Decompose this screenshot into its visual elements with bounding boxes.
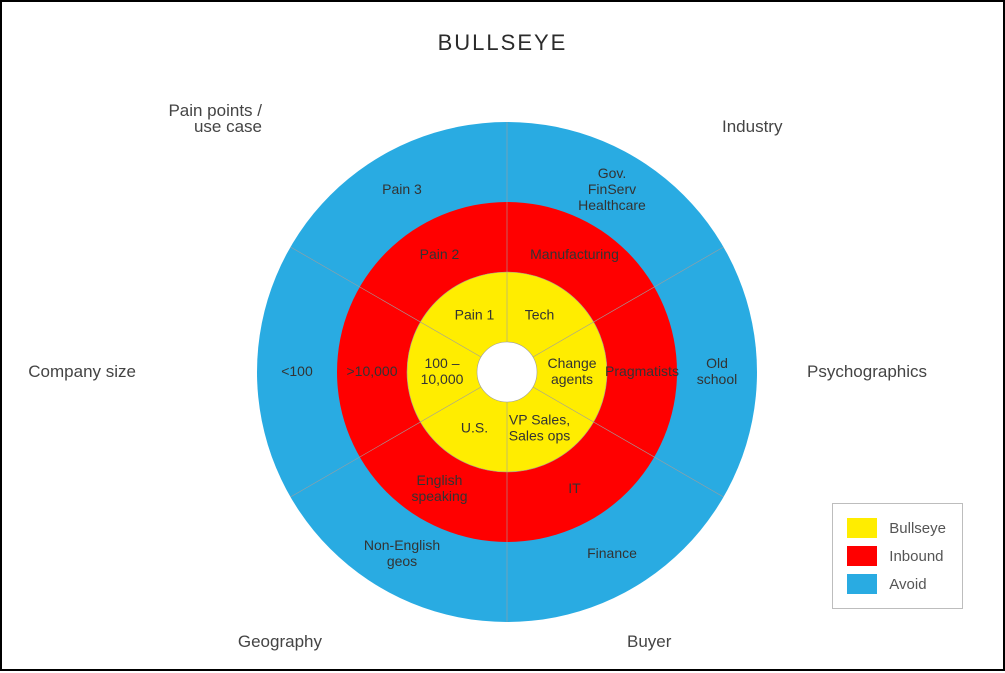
cell-company-size-middle: >10,000: [347, 363, 398, 379]
cell-geography-middle: Englishspeaking: [411, 472, 467, 504]
dimension-label-pain-points: Pain points /use case: [168, 101, 262, 136]
cell-pain-points-inner: Pain 1: [455, 307, 495, 323]
bullseye-frame: BULLSEYE TechManufacturingGov.FinServHea…: [0, 0, 1005, 671]
cell-company-size-inner: 100 –10,000: [421, 355, 464, 387]
cell-psychographics-inner: Changeagents: [547, 355, 596, 387]
ring-hole: [477, 342, 537, 402]
dimension-label-psychographics: Psychographics: [807, 362, 927, 381]
dimension-label-buyer: Buyer: [627, 632, 672, 651]
cell-buyer-inner: VP Sales,Sales ops: [509, 411, 570, 443]
cell-pain-points-outer: Pain 3: [382, 181, 422, 197]
cell-industry-inner: Tech: [525, 307, 555, 323]
legend-label: Bullseye: [889, 520, 946, 537]
cell-psychographics-middle: Pragmatists: [605, 363, 679, 379]
legend-swatch: [847, 574, 877, 594]
legend-swatch: [847, 518, 877, 538]
legend-swatch: [847, 546, 877, 566]
cell-industry-middle: Manufacturing: [530, 246, 619, 262]
legend-label: Inbound: [889, 548, 943, 565]
cell-buyer-middle: IT: [568, 480, 581, 496]
cell-pain-points-middle: Pain 2: [420, 246, 460, 262]
cell-geography-inner: U.S.: [461, 419, 488, 435]
legend-item: Inbound: [845, 542, 948, 570]
legend-item: Avoid: [845, 570, 948, 598]
cell-company-size-outer: <100: [281, 363, 313, 379]
legend-item: Bullseye: [845, 514, 948, 542]
legend-label: Avoid: [889, 576, 926, 593]
cell-buyer-outer: Finance: [587, 545, 637, 561]
dimension-label-geography: Geography: [238, 632, 323, 651]
legend: Bullseye Inbound Avoid: [832, 503, 963, 609]
dimension-label-industry: Industry: [722, 117, 783, 136]
dimension-label-company-size: Company size: [28, 362, 136, 381]
